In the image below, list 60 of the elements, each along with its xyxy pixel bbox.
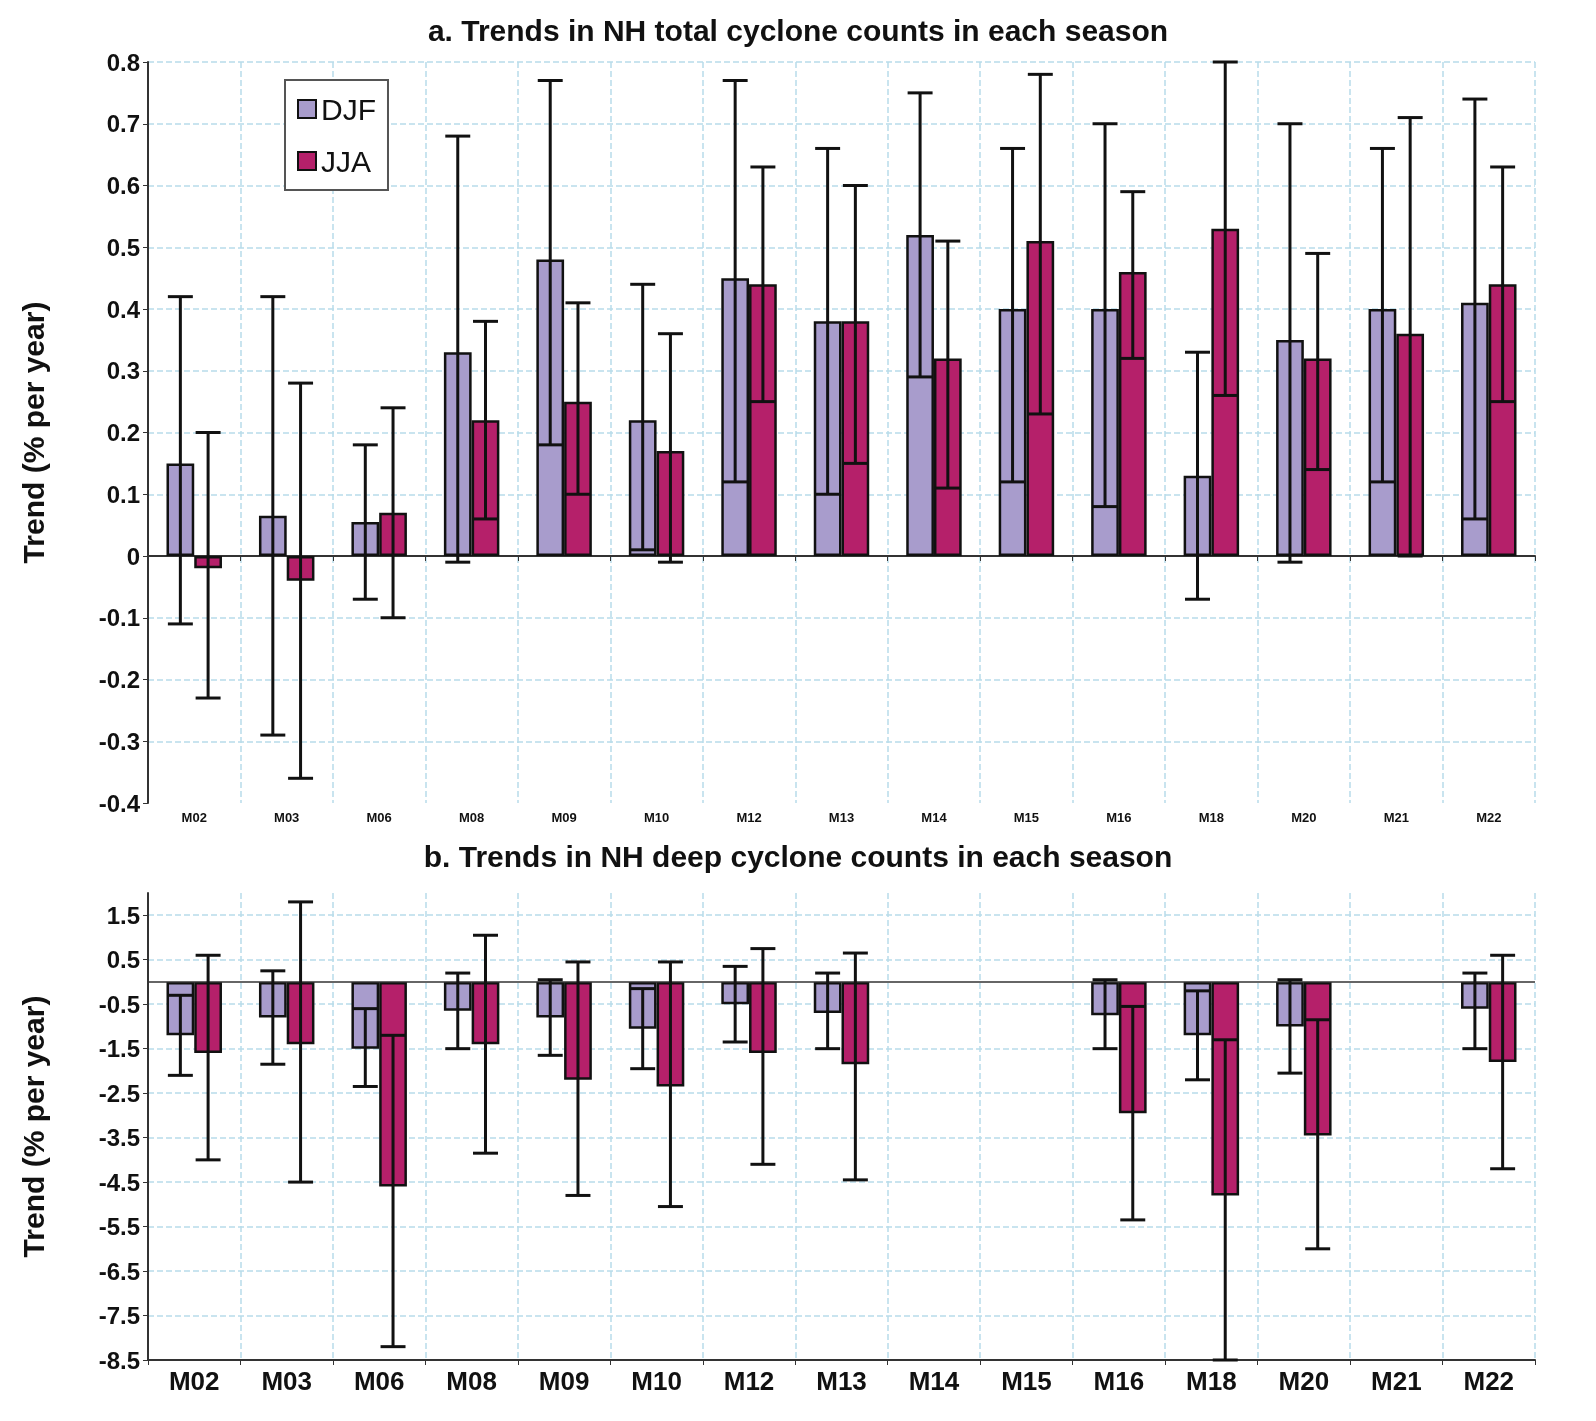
y-tick-label: 0.8	[106, 48, 140, 76]
x-tick-label: M21	[1371, 1366, 1422, 1396]
x-tick-label: M18	[1198, 810, 1225, 825]
x-tick-label: M20	[1278, 1366, 1330, 1396]
x-tick-label: M13	[828, 810, 855, 825]
x-tick-label: M16	[1093, 1366, 1145, 1396]
y-axis-title: Trend (% per year)	[16, 301, 50, 564]
x-tick-label: M08	[446, 1366, 497, 1396]
y-tick-label: 0.3	[106, 357, 140, 385]
x-tick-label: M15	[1001, 1366, 1052, 1396]
y-tick-label: 1.5	[106, 901, 140, 929]
y-tick-label: -7.5	[98, 1302, 140, 1330]
x-tick-label: M12	[723, 1366, 775, 1396]
y-tick-label: 0.4	[106, 295, 141, 323]
x-tick-label: M06	[353, 1366, 405, 1396]
y-tick-label: -0.2	[98, 666, 140, 693]
y-tick-label: 0.5	[106, 233, 140, 261]
x-tick-label: M06	[366, 810, 392, 825]
x-tick-label: M18	[1186, 1366, 1237, 1396]
x-tick-label: M09	[551, 810, 577, 825]
y-tick-label: -0.1	[98, 604, 140, 632]
x-tick-label: M09	[538, 1366, 590, 1396]
y-tick-label: -4.5	[98, 1168, 140, 1196]
x-tick-label: M10	[643, 810, 670, 825]
y-tick-label: 0.7	[106, 110, 140, 138]
x-tick-label: M14	[921, 810, 948, 825]
y-tick-label: -3.5	[98, 1124, 140, 1152]
y-tick-label: -0.4	[98, 789, 141, 817]
x-tick-label: M02	[168, 1366, 220, 1396]
x-tick-label: M15	[1013, 810, 1040, 825]
y-axis-title: Trend (% per year)	[16, 995, 50, 1258]
y-tick-label: 0	[126, 542, 140, 570]
legend-label: DJF	[321, 92, 376, 126]
x-tick-label: M14	[908, 1366, 960, 1396]
y-tick-label: 0.1	[106, 480, 140, 508]
x-tick-label: M08	[458, 810, 485, 825]
y-tick-label: 0.2	[106, 419, 140, 446]
y-tick-label: -5.5	[98, 1213, 140, 1241]
x-tick-label: M22	[1463, 1366, 1515, 1396]
x-tick-label: M22	[1476, 810, 1502, 825]
x-tick-label: M03	[274, 810, 300, 825]
x-tick-label: M03	[261, 1366, 312, 1396]
x-tick-label: M16	[1106, 810, 1132, 825]
x-tick-label: M02	[181, 810, 207, 825]
y-tick-label: 0.5	[106, 946, 140, 974]
x-tick-label: M12	[736, 810, 762, 825]
y-tick-label: 0.6	[106, 172, 140, 199]
chart-title: b. Trends in NH deep cyclone counts in each season	[423, 839, 1173, 873]
y-tick-label: -0.5	[98, 990, 140, 1018]
chart-title: a. Trends in NH total cyclone counts in each season	[427, 13, 1169, 47]
x-tick-label: M20	[1291, 810, 1317, 825]
x-tick-label: M10	[631, 1366, 682, 1396]
y-tick-label: -2.5	[98, 1079, 140, 1107]
x-tick-label: M21	[1383, 810, 1409, 825]
y-tick-label: -0.3	[98, 727, 140, 755]
y-tick-label: -6.5	[98, 1257, 140, 1285]
y-tick-label: -1.5	[98, 1035, 140, 1063]
x-tick-label: M13	[816, 1366, 867, 1396]
legend-label: JJA	[321, 144, 372, 178]
y-tick-label: -8.5	[98, 1346, 140, 1374]
